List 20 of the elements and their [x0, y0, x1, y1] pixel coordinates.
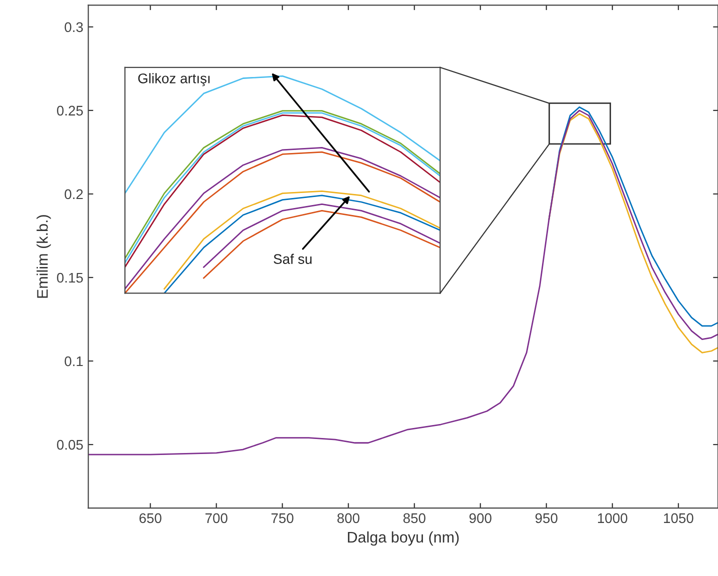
y-tick-label: 0.25	[56, 106, 83, 116]
y-axis-title: Emilim (k.b.)	[36, 215, 51, 298]
annotation: Glikoz artışı	[138, 73, 210, 86]
x-tick-label: 900	[469, 513, 492, 524]
x-tick-label: 850	[403, 513, 426, 524]
x-tick-label: 950	[535, 513, 558, 524]
x-tick-label: 800	[337, 513, 360, 524]
x-tick-label: 1050	[664, 513, 694, 524]
x-tick-label: 750	[271, 513, 294, 524]
y-tick-label: 0.1	[64, 356, 83, 366]
x-axis-title: Dalga boyu (nm)	[348, 531, 459, 546]
x-tick-label: 1000	[598, 513, 628, 524]
y-tick-label: 0.05	[56, 440, 83, 450]
x-tick-label: 650	[139, 513, 162, 524]
y-tick-label: 0.15	[56, 272, 83, 283]
annotation: Saf su	[274, 254, 312, 264]
line-series	[88, 110, 718, 456]
y-tick-label: 0.2	[64, 189, 83, 200]
y-tick-label: 0.3	[64, 22, 83, 32]
x-tick-label: 700	[205, 513, 228, 524]
